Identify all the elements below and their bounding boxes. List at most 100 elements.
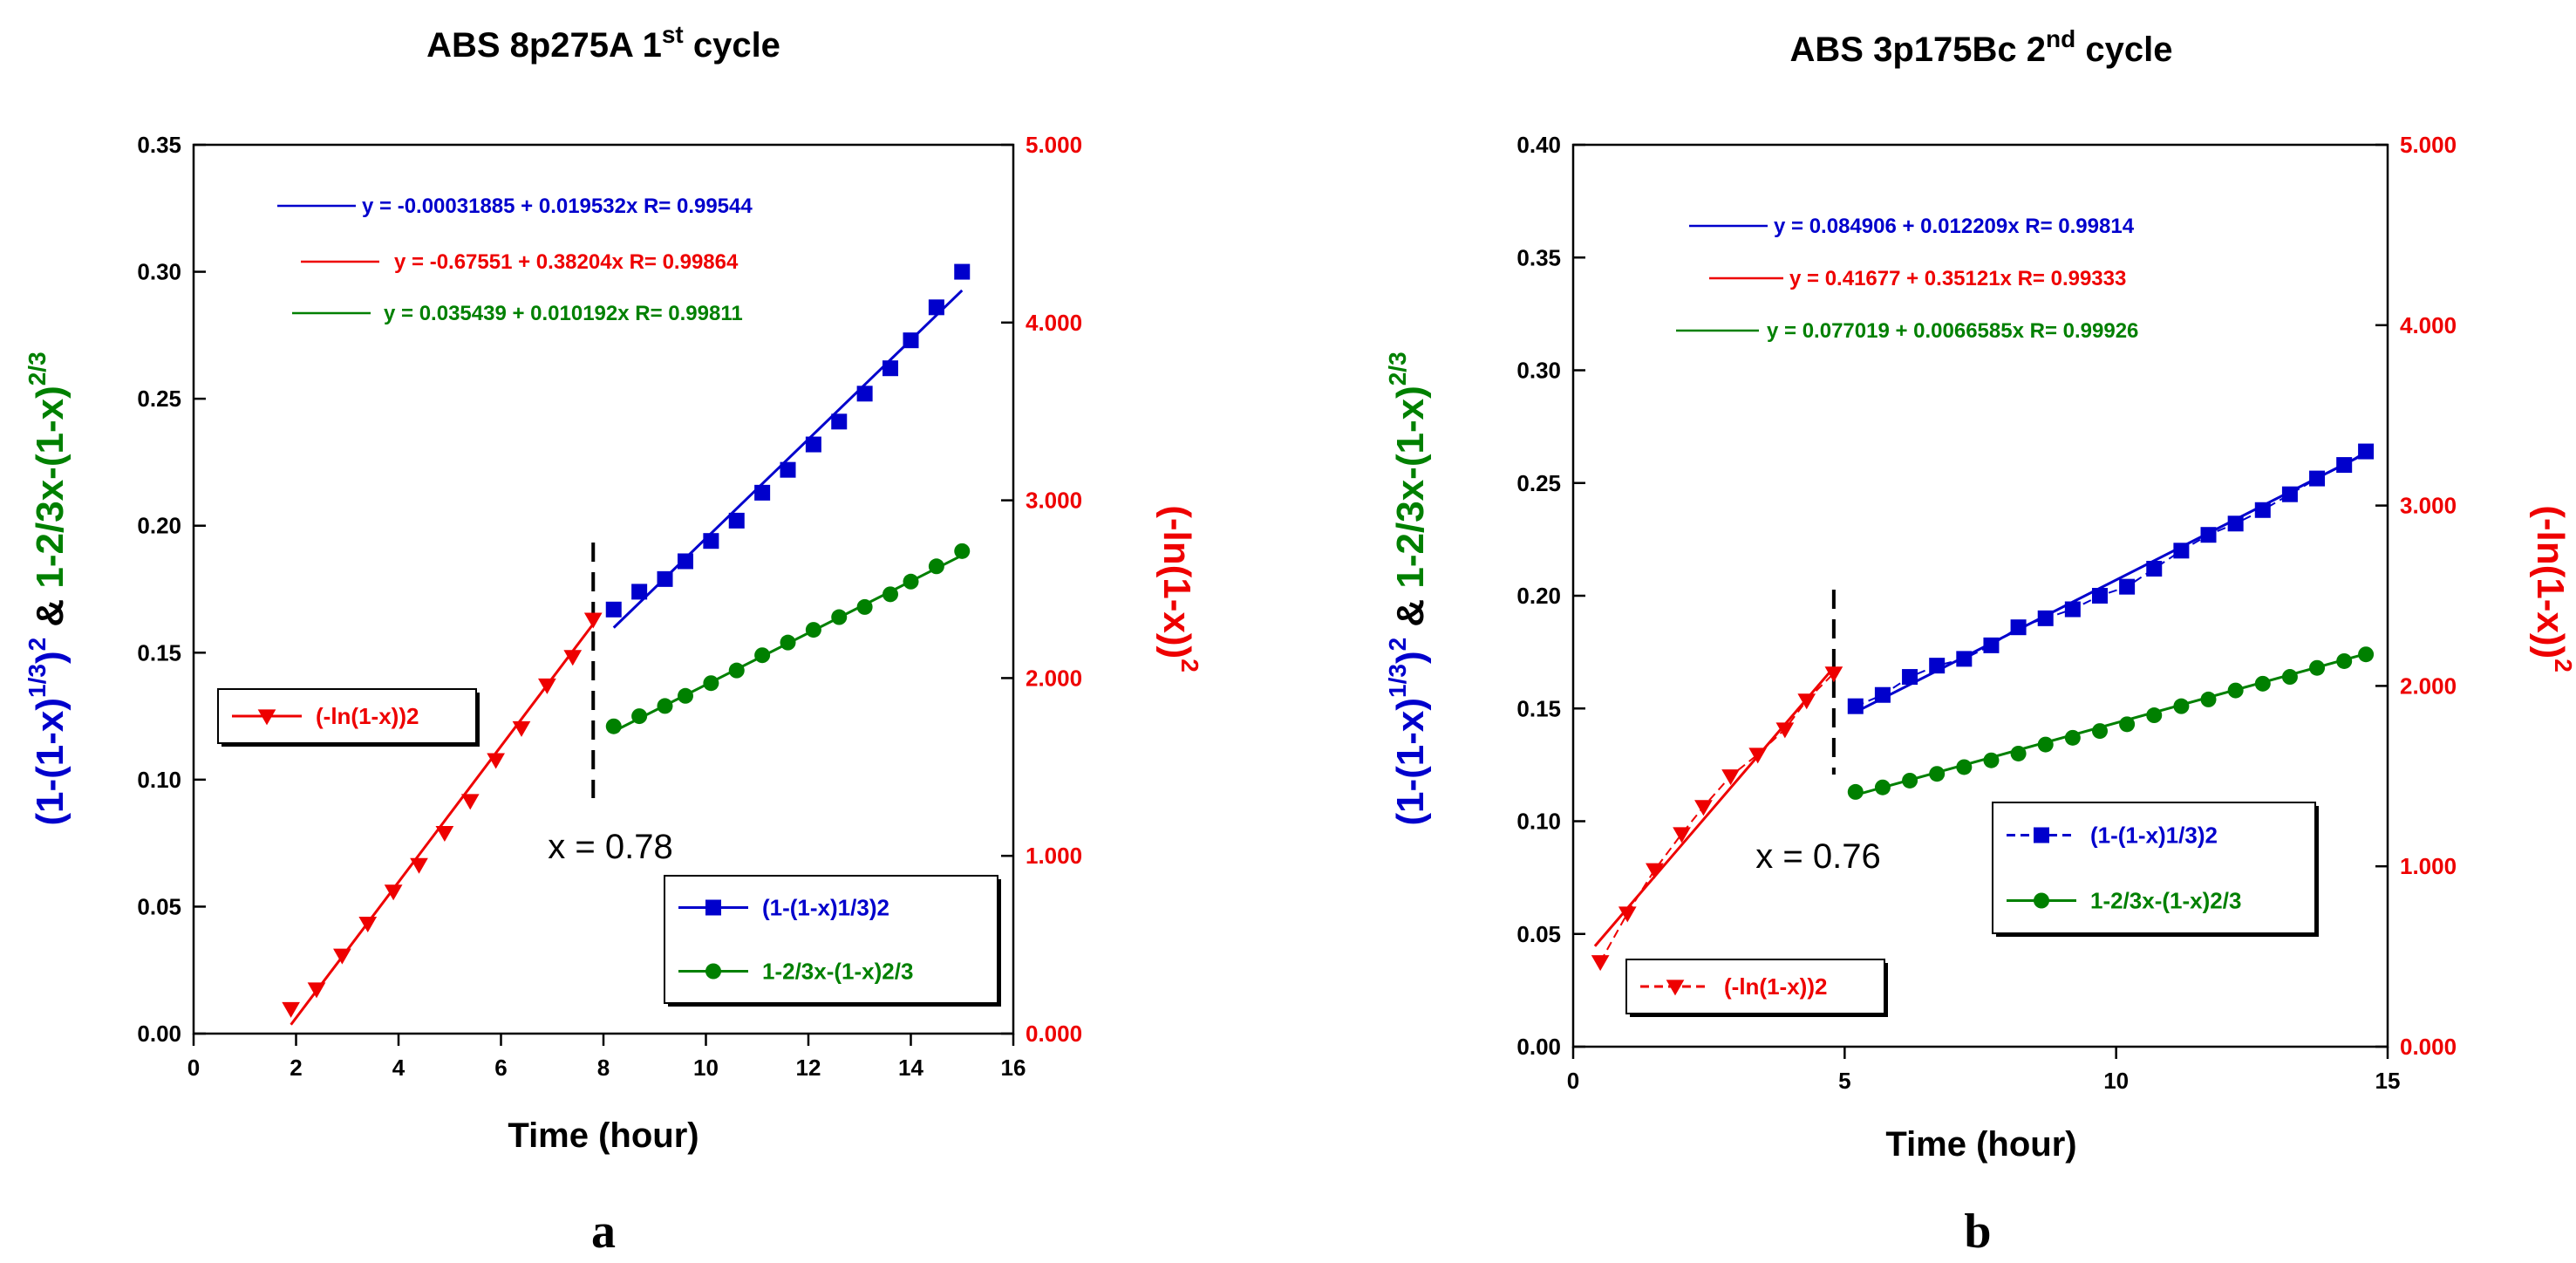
data-point: [2091, 723, 2108, 740]
data-point: [435, 826, 454, 843]
x-tick-label: 0: [187, 1055, 200, 1081]
data-point: [2254, 502, 2271, 518]
y-tick-label: 0.25: [137, 386, 181, 412]
data-point: [2336, 457, 2353, 474]
data-point: [728, 662, 745, 679]
regression-equation: y = 0.077019 + 0.0066585x R= 0.99926: [1767, 319, 2138, 343]
legend-marker: [257, 709, 276, 726]
data-point: [1618, 906, 1637, 923]
legend-box: [664, 875, 998, 1004]
data-point: [1775, 722, 1795, 739]
y-tick-label: 0.40: [1516, 132, 1561, 158]
legend-label: 1-2/3x-(1-x)2/3: [2090, 888, 2241, 914]
legend-box: [1992, 802, 2316, 934]
y2-axis-label: (-ln(1-x))2: [1155, 505, 1203, 672]
data-point: [512, 720, 531, 737]
data-point: [2336, 652, 2353, 669]
data-point: [2173, 543, 2190, 559]
series-triangle-down: [282, 612, 603, 1026]
y2-tick-label: 3.000: [2400, 493, 2457, 519]
y-tick-label: 0.10: [1516, 809, 1561, 835]
data-point: [856, 386, 873, 402]
x-tick-label: 14: [898, 1055, 923, 1081]
y-tick-label: 0.15: [137, 639, 181, 666]
y2-tick-label: 2.000: [1026, 665, 1082, 691]
legend-marker: [2034, 827, 2049, 843]
data-point: [1694, 800, 1713, 816]
data-point: [903, 332, 919, 349]
legend-marker: [2034, 892, 2049, 909]
data-point: [2358, 443, 2375, 460]
y2-tick-label: 0.000: [1026, 1021, 1082, 1047]
legend-box: [1625, 959, 1885, 1014]
y-tick-label: 0.00: [1516, 1034, 1561, 1060]
x-axis-label: Time (hour): [508, 1116, 699, 1155]
x-tick-label: 5: [1838, 1068, 1850, 1094]
data-point: [1956, 651, 1973, 667]
data-point: [1874, 779, 1891, 795]
data-point: [856, 598, 873, 615]
data-point: [657, 570, 673, 587]
chart-b: ABS 3p175Bc 2nd cycle 0.00 0.05 0.10 0.15 0.2…: [1384, 25, 2576, 1259]
regression-equation: y = 0.41677 + 0.35121x R= 0.99333: [1789, 267, 2126, 290]
data-point: [2200, 527, 2217, 543]
data-point: [728, 512, 745, 529]
legend-label: 1-2/3x-(1-x)2/3: [762, 959, 913, 985]
chart-title: ABS 8p275A 1st cycle: [426, 21, 780, 65]
data-point: [282, 1001, 300, 1018]
data-point: [2064, 601, 2081, 618]
data-point: [703, 675, 719, 692]
legend-marker: [1666, 980, 1685, 996]
y-tick-label: 0.20: [1516, 583, 1561, 609]
data-point: [1646, 863, 1664, 879]
data-point: [1824, 666, 1843, 683]
y-axis-label: (1-(1-x)1/3)2 & 1-2/3x-(1-x)2/3: [1384, 352, 1432, 825]
data-point: [2119, 578, 2136, 595]
data-point: [605, 718, 622, 734]
data-point: [1847, 698, 1864, 714]
series-square: [605, 263, 971, 629]
data-point: [1721, 769, 1740, 786]
data-point: [1847, 783, 1864, 800]
y2-axis-label: (-ln(1-x))2: [2529, 505, 2576, 672]
data-point: [2281, 486, 2298, 502]
chart-a: ABS 8p275A 1st cycle 0.00 0.05 0.10 0.15 0.20…: [24, 21, 1203, 1259]
legend-label: (1-(1-x)1/3)2: [762, 895, 889, 921]
data-point: [703, 533, 719, 550]
data-point: [2010, 619, 2027, 636]
data-point: [657, 698, 673, 714]
legend-left: (-ln(1-x))2: [1625, 959, 1888, 1017]
x-tick-label: 16: [1001, 1055, 1026, 1081]
x-tick-label: 2: [290, 1055, 302, 1081]
data-point: [1591, 955, 1610, 972]
legend-marker: [705, 899, 721, 916]
y-tick-label: 0.25: [1516, 470, 1561, 496]
transition-label: x = 0.78: [548, 828, 672, 866]
data-point: [754, 484, 771, 501]
data-point: [780, 634, 796, 651]
data-point: [903, 573, 919, 590]
legend-left: (-ln(1-x))2: [217, 688, 480, 747]
y-tick-label: 0.20: [137, 513, 181, 539]
data-point: [563, 650, 583, 666]
legend-right: (1-(1-x)1/3)2 1-2/3x-(1-x)2/3: [664, 875, 1001, 1007]
data-point: [954, 263, 971, 280]
data-point: [1797, 693, 1816, 710]
data-point: [2146, 560, 2163, 577]
x-axis-label: Time (hour): [1885, 1125, 2076, 1164]
data-point: [2358, 646, 2375, 663]
data-point: [605, 601, 622, 618]
series-square: [1847, 443, 2375, 714]
data-point: [631, 584, 648, 600]
data-point: [631, 708, 648, 725]
y2-tick-label: 1.000: [2400, 853, 2457, 879]
data-point: [780, 461, 796, 478]
y-tick-label: 0.30: [137, 259, 181, 285]
y-tick-label: 0.05: [137, 893, 181, 919]
y2-tick-label: 0.000: [2400, 1034, 2457, 1060]
data-point: [805, 436, 821, 453]
regression-equation: y = 0.084906 + 0.012209x R= 0.99814: [1774, 215, 2135, 238]
x-tick-label: 6: [494, 1055, 507, 1081]
y2-tick-label: 2.000: [2400, 672, 2457, 699]
